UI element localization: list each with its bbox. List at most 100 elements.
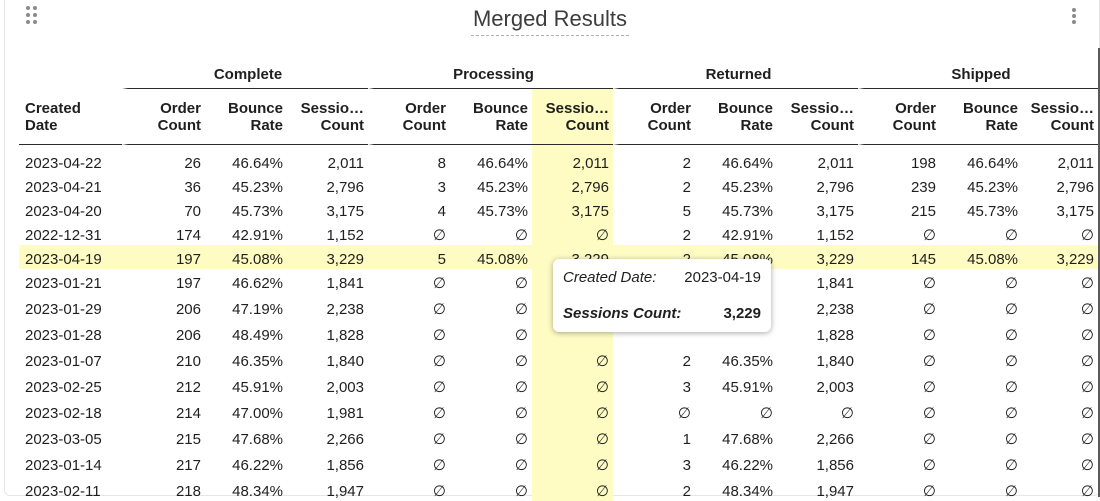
- table-cell[interactable]: ∅: [922, 275, 936, 292]
- table-cell[interactable]: ∅: [514, 327, 528, 344]
- table-cell[interactable]: ∅: [1080, 301, 1094, 318]
- table-cell[interactable]: 3,229: [1022, 245, 1098, 269]
- horizontal-scroll-edge[interactable]: [1098, 48, 1100, 497]
- cell-created-date[interactable]: 2023-02-11: [25, 483, 101, 500]
- column-header-order-count[interactable]: Order Count: [613, 89, 695, 145]
- cell-created-date[interactable]: 2023-04-22: [25, 155, 102, 172]
- table-cell[interactable]: ∅: [922, 379, 936, 396]
- table-cell[interactable]: 42.91%: [232, 227, 283, 244]
- table-cell[interactable]: 2: [682, 483, 691, 500]
- table-cell[interactable]: 1,840: [326, 353, 364, 370]
- column-header-bounce-rate[interactable]: Bounce Rate: [695, 89, 777, 145]
- table-cell[interactable]: 197: [122, 245, 205, 269]
- table-cell[interactable]: 198: [910, 155, 936, 172]
- column-header-sessions-count[interactable]: Sessio… Count: [287, 89, 368, 145]
- table-cell[interactable]: 47.00%: [232, 405, 283, 422]
- table-cell[interactable]: ∅: [432, 431, 446, 448]
- table-cell[interactable]: 5: [368, 245, 450, 269]
- table-cell[interactable]: ∅: [1080, 431, 1094, 448]
- table-cell[interactable]: 47.19%: [232, 301, 283, 318]
- column-header-order-count[interactable]: Order Count: [368, 89, 450, 145]
- table-cell[interactable]: ∅: [532, 475, 613, 501]
- table-cell[interactable]: 206: [175, 301, 201, 318]
- table-cell[interactable]: 47.68%: [722, 431, 773, 448]
- table-cell[interactable]: 3,175: [816, 203, 854, 220]
- table-row[interactable]: 2023-02-18 214 47.00% 1,981 ∅ ∅ ∅ ∅ ∅ ∅ ∅ ∅ ∅: [19, 397, 1098, 423]
- table-cell[interactable]: 1,152: [326, 227, 364, 244]
- table-cell[interactable]: 45.73%: [477, 203, 528, 220]
- table-cell[interactable]: ∅: [514, 483, 528, 500]
- table-cell[interactable]: 46.22%: [232, 457, 283, 474]
- table-cell[interactable]: 3,175: [326, 203, 364, 220]
- column-header-bounce-rate[interactable]: Bounce Rate: [450, 89, 532, 145]
- table-cell[interactable]: 2,003: [816, 379, 854, 396]
- table-cell[interactable]: ∅: [922, 327, 936, 344]
- table-row[interactable]: 2023-04-21 36 45.23% 2,796 3 45.23% 2,796 2 45.2…: [19, 173, 1098, 197]
- table-row[interactable]: 2023-04-20 70 45.73% 3,175 4 45.73% 3,175 5 45.7…: [19, 197, 1098, 221]
- table-cell[interactable]: ∅: [1080, 227, 1094, 244]
- table-cell[interactable]: ∅: [532, 449, 613, 475]
- cell-created-date[interactable]: 2023-04-21: [25, 179, 102, 196]
- table-cell[interactable]: 2,011: [327, 155, 364, 172]
- drag-handle-icon[interactable]: [25, 6, 39, 24]
- table-cell[interactable]: 1: [682, 431, 691, 448]
- table-cell[interactable]: ∅: [514, 405, 528, 422]
- column-header-created-date[interactable]: Created Date: [19, 89, 122, 145]
- cell-created-date[interactable]: 2023-01-28: [25, 327, 102, 344]
- cell-created-date[interactable]: 2023-01-29: [25, 301, 102, 318]
- table-cell[interactable]: 36: [184, 179, 201, 196]
- table-cell[interactable]: 2: [682, 353, 691, 370]
- table-cell[interactable]: 1,981: [326, 405, 364, 422]
- table-cell[interactable]: 45.23%: [477, 179, 528, 196]
- table-cell[interactable]: 46.64%: [967, 155, 1018, 172]
- table-cell[interactable]: 217: [175, 457, 201, 474]
- table-cell[interactable]: 45.08%: [205, 245, 287, 269]
- table-cell[interactable]: ∅: [1080, 275, 1094, 292]
- table-cell[interactable]: ∅: [432, 227, 446, 244]
- table-cell[interactable]: ∅: [432, 483, 446, 500]
- table-cell[interactable]: 1,856: [326, 457, 364, 474]
- table-cell[interactable]: ∅: [1004, 353, 1018, 370]
- table-cell[interactable]: 218: [175, 483, 201, 500]
- table-cell[interactable]: 3: [437, 179, 446, 196]
- table-cell[interactable]: 46.35%: [232, 353, 283, 370]
- table-cell[interactable]: ∅: [1004, 483, 1018, 500]
- table-cell[interactable]: 3: [682, 379, 691, 396]
- table-cell[interactable]: ∅: [532, 345, 613, 371]
- table-cell[interactable]: ∅: [514, 275, 528, 292]
- table-cell[interactable]: ∅: [922, 483, 936, 500]
- table-cell[interactable]: 2,011: [1057, 155, 1094, 172]
- table-cell[interactable]: ∅: [514, 457, 528, 474]
- table-cell[interactable]: ∅: [922, 227, 936, 244]
- table-cell[interactable]: 1,841: [326, 275, 364, 292]
- table-cell[interactable]: 48.49%: [232, 327, 283, 344]
- column-header-sessions-count[interactable]: Sessio… Count: [1022, 89, 1098, 145]
- table-cell[interactable]: 1,828: [816, 327, 854, 344]
- table-cell[interactable]: ∅: [1080, 327, 1094, 344]
- table-cell[interactable]: ∅: [759, 405, 773, 422]
- table-cell[interactable]: ∅: [677, 405, 691, 422]
- cell-created-date[interactable]: 2023-02-18: [25, 405, 102, 422]
- table-cell[interactable]: 215: [175, 431, 201, 448]
- table-cell[interactable]: 3,175: [1056, 203, 1094, 220]
- table-cell[interactable]: 70: [184, 203, 201, 220]
- table-cell[interactable]: 45.08%: [940, 245, 1022, 269]
- cell-created-date[interactable]: 2022-12-31: [25, 227, 102, 244]
- table-row[interactable]: 2023-01-28 206 48.49% 1,828 ∅ ∅ 1,828 ∅ ∅ ∅: [19, 319, 1098, 345]
- table-cell[interactable]: 197: [175, 275, 201, 292]
- table-cell[interactable]: ∅: [1004, 405, 1018, 422]
- table-cell[interactable]: 48.34%: [722, 483, 773, 500]
- table-cell[interactable]: 45.23%: [967, 179, 1018, 196]
- cell-created-date[interactable]: 2023-03-05: [25, 431, 102, 448]
- table-cell[interactable]: 210: [175, 353, 201, 370]
- table-row[interactable]: 2023-02-25 212 45.91% 2,003 ∅ ∅ ∅ 3 45.91% 2,003 ∅…: [19, 371, 1098, 397]
- table-cell[interactable]: 4: [437, 203, 446, 220]
- table-cell[interactable]: ∅: [922, 405, 936, 422]
- table-cell[interactable]: ∅: [1004, 275, 1018, 292]
- table-cell[interactable]: ∅: [922, 301, 936, 318]
- table-row[interactable]: 2023-02-11 218 48.34% 1,947 ∅ ∅ ∅ 2 48.34% 1,947 ∅…: [19, 475, 1098, 501]
- cell-created-date[interactable]: 2023-04-20: [25, 203, 102, 220]
- table-row[interactable]: 2023-01-07 210 46.35% 1,840 ∅ ∅ ∅ 2 46.35% 1,840 ∅…: [19, 345, 1098, 371]
- table-cell[interactable]: 45.73%: [232, 203, 283, 220]
- table-cell[interactable]: ∅: [1004, 227, 1018, 244]
